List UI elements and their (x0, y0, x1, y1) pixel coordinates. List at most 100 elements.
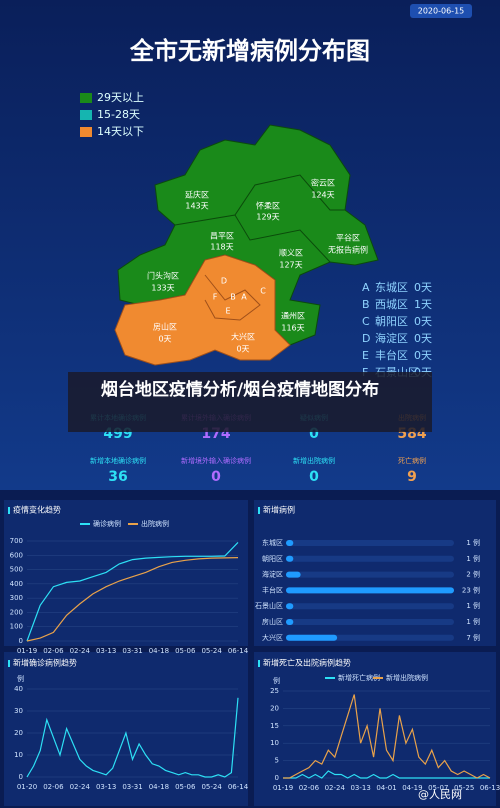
bar-label: 大兴区 (262, 633, 283, 642)
list-days: 1天 (414, 298, 432, 311)
panel-title: 新增病例 (263, 505, 295, 515)
bar-label: 石景山区 (255, 601, 283, 610)
stat-label: 新增境外输入确诊病例 (181, 456, 251, 465)
list-days: 0天 (414, 349, 432, 362)
bar-track (286, 571, 454, 578)
district-key: D (221, 277, 227, 286)
bar-label: 房山区 (262, 617, 283, 626)
caption-band (68, 372, 432, 432)
bar-track (286, 603, 454, 610)
district-name: 平谷区 (336, 234, 360, 243)
value-label: 1 例 (466, 554, 480, 563)
bar-label: 丰台区 (262, 585, 283, 594)
series-line (283, 694, 491, 779)
y-tick-label: 700 (10, 537, 23, 545)
district-key: E (225, 307, 230, 316)
y-tick-label: 20 (14, 729, 23, 737)
district-key: B (230, 293, 236, 302)
value-label: 1 例 (466, 601, 480, 610)
bar-label: 海淀区 (262, 570, 283, 579)
district-name: 房山区 (153, 322, 177, 332)
district-days: 0天 (158, 335, 171, 344)
date: 2020-06-15 (418, 7, 465, 16)
legend-label: 15-28天 (97, 108, 140, 121)
stat-value: 36 (108, 469, 127, 485)
bar (286, 571, 301, 578)
x-tick-label: 01-19 (17, 647, 37, 655)
legend-label: 新增死亡病例 (338, 673, 380, 682)
y-tick-label: 200 (10, 608, 23, 616)
legend-swatch (80, 127, 92, 137)
district-days: 133天 (151, 284, 174, 293)
value-label: 2 例 (466, 570, 480, 579)
list-name: 东城区 (375, 281, 408, 294)
value-label: 1 例 (466, 617, 480, 626)
district-list: A东城区0天B西城区1天C朝阳区0天D海淀区0天E丰台区0天F石景山区0天 (362, 281, 432, 379)
value-label: 1 例 (466, 538, 480, 547)
map-border (174, 174, 345, 226)
district-name: 怀柔区 (256, 201, 280, 211)
panel-title: 新增死亡及出院病例趋势 (263, 658, 351, 668)
x-tick-label: 03-13 (96, 647, 116, 655)
x-tick-label: 03-31 (122, 647, 142, 655)
y-tick-label: 600 (10, 551, 23, 559)
x-tick-label: 05-25 (454, 784, 474, 792)
x-tick-label: 02-24 (70, 647, 91, 655)
x-tick-label: 01-20 (17, 783, 37, 791)
district-name: 大兴区 (231, 332, 255, 342)
x-tick-label: 03-31 (122, 783, 142, 791)
bar (286, 619, 294, 625)
x-tick-label: 05-24 (201, 783, 222, 791)
list-days: 0天 (414, 315, 432, 328)
map-border (234, 214, 331, 263)
list-name: 西城区 (375, 298, 408, 311)
x-tick-label: 04-18 (149, 647, 169, 655)
bar (286, 587, 454, 594)
value-label: 7 例 (466, 633, 480, 642)
series-line (283, 770, 490, 779)
series-line (26, 557, 239, 642)
bar-label: 东城区 (262, 538, 283, 547)
bar-track (286, 555, 454, 562)
panel-marker (258, 660, 260, 667)
bar (286, 603, 294, 610)
list-name: 丰台区 (375, 348, 408, 362)
district-name: 门头沟区 (147, 271, 179, 281)
x-tick-label: 03-13 (350, 784, 370, 792)
legend-label: 确诊病例 (93, 519, 121, 528)
list-key: D (362, 332, 370, 345)
district-name: 昌平区 (210, 232, 234, 241)
panel-marker (258, 507, 260, 514)
stat-label: 死亡病例 (398, 456, 426, 465)
y-tick-label: 30 (14, 707, 23, 715)
y-tick-label: 20 (270, 704, 279, 712)
district-key: C (260, 287, 266, 296)
panel-marker (8, 507, 10, 514)
panel-title: 疫情变化趋势 (13, 505, 61, 515)
x-tick-label: 06-13 (480, 784, 500, 792)
y-tick-label: 500 (10, 566, 23, 574)
x-tick-label: 06-14 (228, 647, 249, 655)
bar-track (286, 540, 454, 546)
x-tick-label: 02-06 (43, 647, 64, 655)
title: 全市无新增病例分布图 (129, 37, 370, 65)
list-name: 海淀区 (375, 331, 408, 345)
bar (286, 555, 294, 562)
series-line (26, 541, 239, 642)
x-tick-label: 02-24 (325, 784, 346, 792)
list-days: 0天 (414, 332, 432, 345)
x-tick-label: 03-13 (96, 783, 116, 791)
y-axis-label: 例 (17, 674, 24, 683)
district-key: F (213, 293, 218, 302)
value-label: 23 例 (462, 585, 480, 594)
district-days: 124天 (311, 191, 334, 200)
y-tick-label: 10 (270, 739, 279, 747)
x-tick-label: 06-14 (228, 783, 249, 791)
stat-value: 0 (211, 469, 221, 485)
bar-label: 朝阳区 (262, 554, 283, 563)
stat-label: 新增出院病例 (293, 456, 335, 465)
y-tick-label: 0 (19, 637, 23, 645)
stat-value: 0 (309, 469, 319, 485)
y-tick-label: 400 (10, 580, 23, 588)
